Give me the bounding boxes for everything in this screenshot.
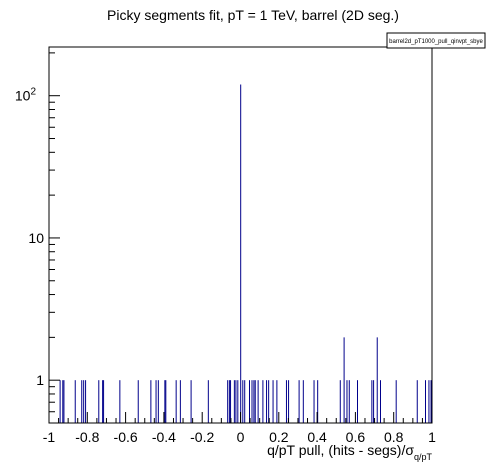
x-tick-label: 1 bbox=[428, 429, 436, 445]
legend-label: barrel2d_pT1000_pull_qinvpt_sbye bbox=[389, 39, 483, 45]
x-tick-label: -0.2 bbox=[190, 429, 214, 445]
y-tick-label-base: 10 bbox=[15, 88, 31, 104]
x-tick-label: 0.2 bbox=[269, 429, 289, 445]
legend: barrel2d_pT1000_pull_qinvpt_sbye bbox=[386, 32, 486, 49]
x-tick-label: -0.8 bbox=[75, 429, 99, 445]
x-axis-title-main: q/pT pull, (hits - segs)/σ bbox=[267, 442, 414, 458]
x-tick-label: 0.4 bbox=[307, 429, 327, 445]
x-tick-label: -0.6 bbox=[114, 429, 138, 445]
chart-title: Picky segments fit, pT = 1 TeV, barrel (… bbox=[107, 7, 399, 23]
x-axis-title: q/pT pull, (hits - segs)/σq/pT bbox=[267, 442, 432, 462]
y-tick-label: 10 bbox=[28, 230, 44, 246]
histogram-bars bbox=[59, 84, 432, 423]
x-tick-label: -0.4 bbox=[152, 429, 176, 445]
x-axis: -1 -0.8 -0.6 -0.4 -0.2 0 0.2 0.4 0.6 0.8 1 bbox=[43, 412, 436, 445]
x-tick-label: -1 bbox=[43, 429, 56, 445]
x-axis-title-subscript: q/pT bbox=[414, 452, 433, 462]
y-tick-label-exponent: 2 bbox=[30, 87, 36, 98]
y-tick-label: 102 bbox=[15, 87, 37, 104]
legend-box bbox=[386, 32, 486, 49]
x-tick-label: 0.8 bbox=[384, 429, 404, 445]
x-tick-label: 0.6 bbox=[346, 429, 366, 445]
y-tick-label: 1 bbox=[36, 372, 44, 388]
x-tick-label: 0 bbox=[237, 429, 245, 445]
